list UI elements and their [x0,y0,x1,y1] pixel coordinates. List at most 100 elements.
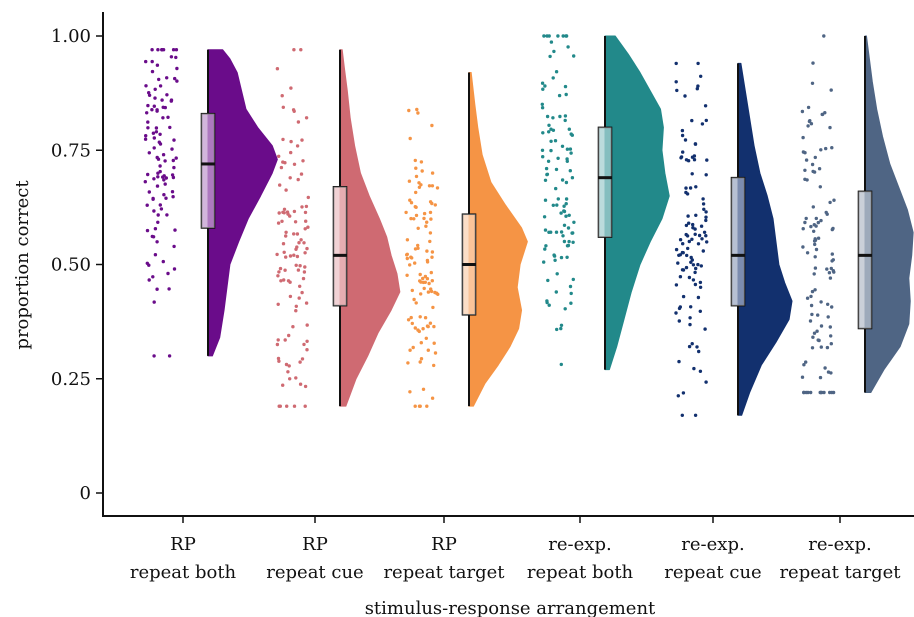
raw-point [151,197,155,201]
raw-point [825,212,829,216]
raw-point [704,215,708,219]
raw-point [809,122,814,126]
raw-point [295,254,300,259]
raw-point [173,228,177,232]
box [200,112,216,229]
raw-point [172,138,176,142]
raw-point [686,214,690,218]
raw-point [295,232,300,236]
raw-point [418,279,422,283]
raw-point [704,380,708,384]
raw-point [284,362,289,367]
raw-point [691,222,695,227]
raw-point [551,76,555,80]
raw-point [705,158,709,162]
raw-point [160,98,164,102]
raw-point [559,211,563,215]
raw-point [808,119,812,123]
raw-point [299,238,303,242]
raw-point [164,176,168,180]
raw-point [276,338,280,342]
raw-point [688,316,692,320]
raw-point [279,165,284,170]
raw-point [819,300,823,304]
raw-point [827,271,832,275]
raw-point [822,34,826,38]
raw-point [690,118,694,123]
raw-point [288,176,292,180]
raw-point [412,297,416,302]
x-tick-label: repeat cue [266,562,363,583]
raw-point [408,390,412,394]
raw-point [279,279,283,283]
raw-point [428,321,433,325]
raw-point [568,284,573,289]
raw-point [826,315,830,319]
raw-point [695,87,699,91]
raw-point [812,272,816,276]
raw-point [701,249,705,253]
raw-point [296,120,301,124]
raw-point [306,225,310,229]
raw-point [553,139,558,143]
raw-point [150,59,154,64]
raw-point [430,396,435,400]
raw-point [150,69,155,74]
raw-point [161,48,166,52]
x-tick-label: repeat target [779,562,901,583]
raw-point [543,84,547,88]
raw-point [802,363,806,367]
raw-point [298,284,302,288]
raw-point [823,366,827,370]
raw-point [298,360,302,364]
raw-point [698,285,703,289]
raw-point [146,126,150,130]
raw-point [422,216,426,221]
raw-point [829,266,833,271]
raw-point [303,251,307,255]
raw-point [152,177,156,181]
raw-point [146,103,150,108]
raw-point [808,319,813,323]
raw-point [565,157,569,161]
x-tick-label: RP [170,534,196,555]
raw-point [303,227,307,231]
raw-point [674,61,678,66]
raw-point [155,184,160,188]
raw-point [305,339,309,343]
raw-point [547,303,551,307]
raw-point [569,291,573,296]
raw-point [560,178,565,182]
raw-point [162,193,166,197]
raw-point [417,185,422,189]
raw-point [805,296,810,300]
raw-point [680,268,685,272]
box [730,176,746,307]
raw-point [813,266,818,270]
raw-point [416,111,420,115]
raw-point [152,136,156,140]
raw-point [419,160,424,164]
raw-point [422,211,427,216]
raw-point [826,370,831,374]
raw-point [555,272,559,276]
raw-point [421,327,425,331]
raw-point [153,227,158,231]
box [597,126,613,238]
raw-point [305,348,309,352]
raw-point [281,383,285,387]
raw-point [697,349,701,354]
raw-point [812,229,816,233]
raw-point [150,234,154,239]
raw-point [695,345,699,349]
raw-point [803,220,807,225]
raw-point [430,201,434,206]
raw-point [303,210,308,215]
raw-point [698,280,703,285]
raw-point [540,148,545,152]
density-cloud [468,72,528,407]
raw-point [155,63,160,67]
raw-point [830,390,834,395]
raw-point [409,201,414,205]
raw-point [809,390,813,395]
